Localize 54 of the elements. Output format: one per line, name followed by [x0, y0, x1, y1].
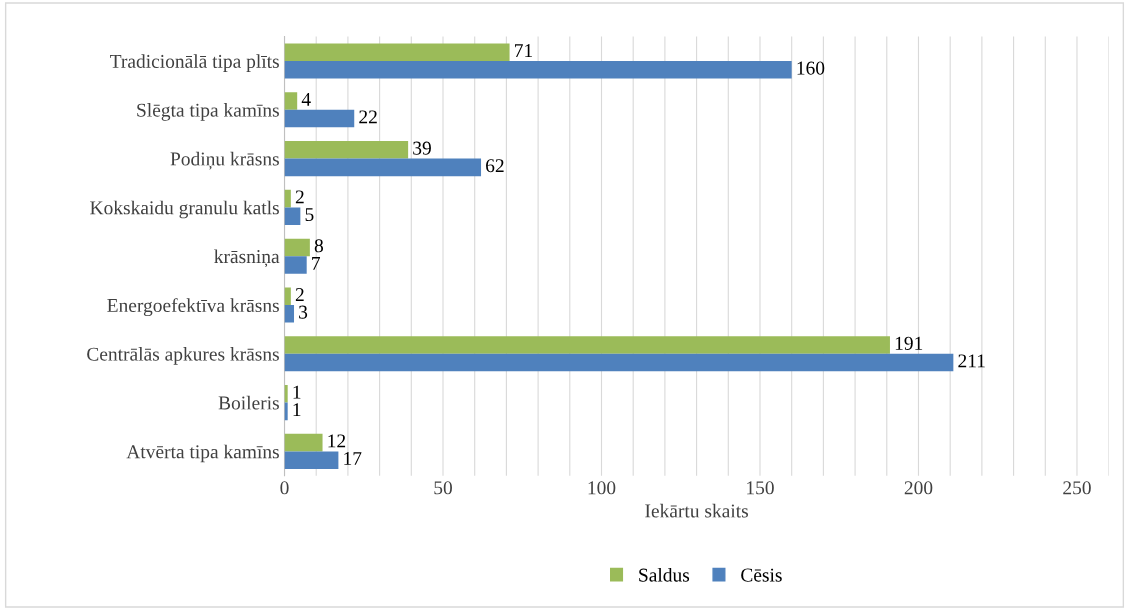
bar [284, 256, 307, 274]
data-label: 17 [344, 452, 362, 465]
x-tick-label: 50 [434, 481, 452, 495]
y-tick-label: Podiņu krāsns [170, 151, 279, 170]
data-label: 4 [301, 92, 311, 106]
bar [284, 353, 954, 372]
data-label: 1 [293, 385, 301, 399]
data-label: 7 [312, 256, 321, 270]
y-tick-label: krāsniņa [214, 249, 280, 268]
data-label: 191 [895, 336, 923, 350]
y-tick-label: Boileris [218, 395, 279, 410]
y-tick-label: Energoefektīva krāsns [107, 298, 279, 317]
bar [284, 158, 482, 177]
x-axis-title: Iekārtu skaits [645, 503, 748, 518]
data-label: 39 [413, 141, 431, 155]
bar [284, 61, 792, 79]
data-label: 1 [293, 403, 301, 417]
data-label: 22 [359, 110, 377, 124]
x-tick-label: 200 [904, 481, 933, 495]
y-tick-label: Centrālās apkures krāsns [87, 347, 279, 365]
data-label: 3 [299, 305, 308, 319]
bar [284, 287, 291, 305]
bar [284, 402, 288, 421]
legend-label: Saldus [639, 567, 690, 582]
x-tick-label: 100 [588, 481, 616, 495]
x-tick-label: 0 [280, 481, 289, 495]
x-tick-label: 150 [747, 481, 774, 495]
data-label: 71 [515, 44, 533, 57]
data-label: 211 [958, 354, 985, 368]
bar [284, 43, 510, 61]
data-label: 5 [305, 208, 314, 222]
data-label: 2 [295, 288, 304, 301]
legend-label: Cēsis [741, 568, 782, 582]
bar [284, 141, 409, 159]
data-label: 2 [295, 190, 304, 204]
y-tick-label: Tradicionālā tipa plīts [110, 54, 279, 72]
bar [284, 189, 291, 208]
data-label: 160 [797, 61, 825, 75]
y-tick-label: Kokskaidu granulu katls [90, 200, 279, 219]
data-label: 12 [328, 434, 346, 448]
y-tick-label: Slēgta tipa kamīns [137, 103, 279, 121]
bar [284, 336, 890, 354]
bar [284, 238, 310, 257]
x-tick-label: 250 [1063, 481, 1091, 495]
data-label: 62 [486, 159, 504, 173]
data-label: 8 [314, 239, 324, 253]
bar [284, 109, 355, 128]
bar [284, 385, 288, 403]
bar [284, 92, 298, 110]
bar [284, 451, 339, 469]
bar [284, 433, 323, 452]
y-tick-label: Atvērta tipa kamīns [126, 444, 279, 463]
bar [284, 305, 295, 323]
bar [284, 207, 301, 225]
